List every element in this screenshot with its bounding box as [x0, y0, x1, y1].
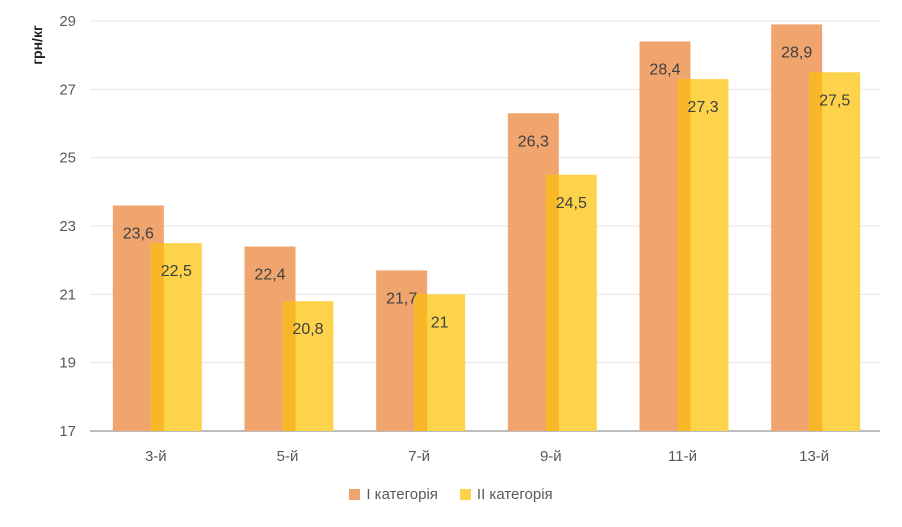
- data-label-series-1: 21,7: [386, 290, 417, 307]
- y-tick-label: 29: [59, 13, 76, 30]
- x-tick-label: 7-й: [408, 448, 430, 465]
- data-label-series-1: 22,4: [254, 267, 285, 284]
- bar-overlap: [282, 301, 296, 431]
- y-axis-label: грн/кг: [29, 25, 45, 65]
- y-tick-label: 19: [59, 355, 76, 372]
- bar-overlap: [414, 294, 428, 431]
- y-tick-label: 25: [59, 150, 76, 167]
- data-label-series-1: 23,6: [123, 226, 154, 243]
- bar-overlap: [677, 79, 691, 431]
- y-tick-label: 17: [59, 423, 76, 440]
- legend-label-series-2: ІІ категорія: [476, 486, 553, 503]
- legend: І категорія ІІ категорія: [0, 486, 902, 503]
- bar-overlap: [809, 72, 823, 431]
- bar-overlap: [545, 174, 559, 431]
- data-label-series-2: 21: [431, 314, 449, 331]
- x-tick-label: 3-й: [145, 448, 167, 465]
- y-tick-label: 21: [59, 286, 76, 303]
- bar-overlap: [150, 243, 164, 431]
- x-tick-label: 13-й: [799, 448, 829, 465]
- data-label-series-2: 22,5: [161, 263, 192, 280]
- legend-item-series-2: ІІ категорія: [459, 486, 553, 503]
- legend-swatch-series-2: [459, 489, 471, 500]
- data-label-series-1: 28,4: [649, 62, 680, 79]
- legend-item-series-1: І категорія: [349, 486, 438, 503]
- x-tick-label: 5-й: [277, 448, 299, 465]
- bar-chart: грн/кг 17 19 21 23 25 27 29 3-й 23,6 22,5 5-й 22,4…: [29, 13, 880, 465]
- data-label-series-1: 26,3: [518, 133, 549, 150]
- data-label-series-2: 27,3: [687, 99, 718, 116]
- y-tick-label: 23: [59, 218, 76, 235]
- x-tick-label: 9-й: [540, 448, 562, 465]
- legend-label-series-1: І категорія: [366, 486, 438, 503]
- x-tick-label: 11-й: [668, 448, 697, 465]
- legend-swatch-series-1: [349, 489, 361, 500]
- data-label-series-2: 27,5: [819, 92, 850, 109]
- data-label-series-2: 20,8: [292, 321, 323, 338]
- data-label-series-1: 28,9: [781, 44, 812, 61]
- data-label-series-2: 24,5: [556, 195, 587, 212]
- y-tick-label: 27: [59, 81, 76, 98]
